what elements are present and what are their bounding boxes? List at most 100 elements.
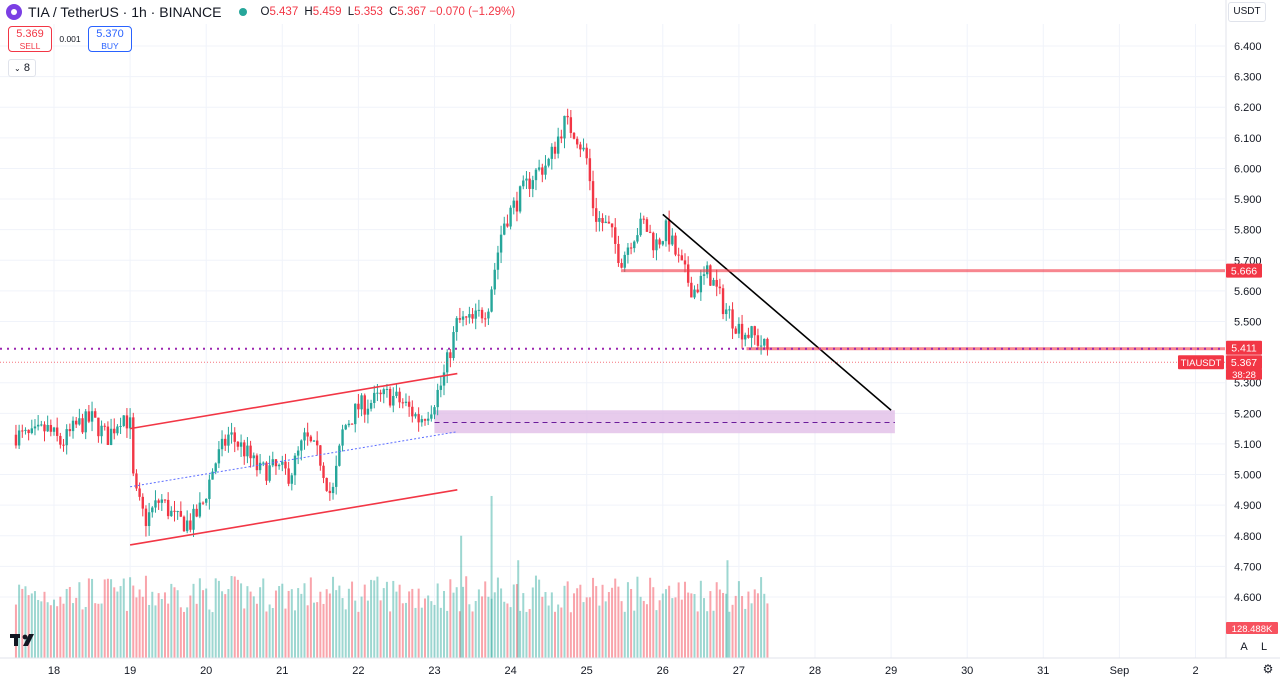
tradingview-logo-icon[interactable] [10,632,40,648]
volume-bar [763,593,766,658]
gear-icon[interactable]: ⚙ [1262,662,1274,676]
candle-body [78,418,81,425]
candle-body [132,417,135,474]
volume-bar [335,590,338,658]
auto-scale-button[interactable]: A [1240,641,1248,653]
candle-body [17,430,21,446]
time-tick-label: 27 [733,665,745,677]
volume-bar [205,588,208,658]
sell-button[interactable]: 5.369 SELL [8,26,52,52]
candle-body [458,318,462,320]
candle-body [693,289,696,298]
candle-body [572,132,576,139]
candle-body [281,461,284,465]
candle-body [46,424,49,432]
volume-bar [420,607,423,658]
buy-button[interactable]: 5.370 BUY [88,26,132,52]
candle-body [252,455,255,459]
price-tick-label: 6.200 [1234,102,1262,114]
candle-body [90,411,94,422]
open-key: O [260,6,270,18]
drawings[interactable] [0,213,1225,546]
volume-bar [144,575,147,658]
candle-body [636,235,639,242]
price-tick-label: 5.500 [1234,316,1262,328]
symbol-title[interactable]: TIA / TetherUS · 1h · BINANCE [28,4,222,20]
candle-body [626,247,630,255]
volume-bar [458,611,461,658]
candle-body [750,326,753,338]
candle-body [300,440,303,451]
volume-bar [138,589,141,658]
volume-bar [756,593,759,658]
volume-bar [525,611,528,658]
volume-bar [493,592,496,658]
volume-bar [116,591,119,658]
candle-body [173,510,176,512]
volume-bar [87,578,90,658]
candle-body [430,414,433,419]
candle-body [81,418,84,433]
volume-bar [53,599,55,658]
candle-body [157,500,160,503]
volume-bar [81,609,84,658]
volume-bar [715,582,718,658]
volume-bar [512,584,515,658]
candle-body [411,406,414,417]
price-tick-label: 6.400 [1234,41,1262,53]
candle-body [667,220,671,245]
candle-body [699,275,703,293]
volume-bar [14,604,17,658]
volume-bar [750,603,753,658]
demand-zone-rect [434,410,895,434]
demand-zone[interactable] [434,410,895,434]
volume-bar [439,607,442,658]
candle-body [347,423,351,426]
candle-body [296,450,300,456]
candle-body [363,395,366,415]
price-tick-label: 6.300 [1234,72,1262,84]
volume-bar [690,593,693,658]
price-axis[interactable]: 6.4006.3006.2006.1006.0005.9005.8005.700… [1225,0,1262,658]
volume-bar [423,598,426,658]
log-scale-button[interactable]: L [1260,641,1268,653]
candle-body [265,462,268,481]
candle-body [303,432,306,441]
currency-selector[interactable]: USDT [1228,2,1266,22]
volume-bar [655,610,658,658]
candle-body [230,432,233,435]
indicators-toggle-button[interactable]: ⌄ 8 [8,59,36,77]
volume-bar [474,600,477,658]
candle-body [239,442,243,447]
candle-body [27,429,30,434]
candle-body [645,219,649,232]
candle-body [154,500,157,508]
candle-body [319,445,322,466]
volume-bar [696,611,699,658]
time-tick-label: 24 [504,665,516,677]
volume-bar [509,607,512,658]
volume-bar [240,583,243,658]
volume-bar [484,581,487,658]
volume-bar [462,586,465,658]
candle-body [468,314,471,318]
volume-bar [630,588,633,658]
volume-bar [443,590,446,658]
candle-body [97,417,100,437]
candle-body [100,425,103,437]
volume-bar [30,593,33,658]
volume-bar [468,604,471,658]
candle-body [350,423,354,425]
volume-bar [243,608,246,658]
volume-bar [490,598,493,658]
candle-body [525,178,528,181]
time-axis[interactable]: 18 19 20 21 22 23 24 25 26 27 28 29 30 31 Sep 2 [0,657,1280,677]
volume-bar [262,578,265,658]
low-key: L [347,6,355,18]
volume-bar [113,587,116,658]
volume-bar [268,604,271,658]
candle-body [68,429,72,432]
candle-body [322,465,325,478]
volume-bar [265,611,268,658]
